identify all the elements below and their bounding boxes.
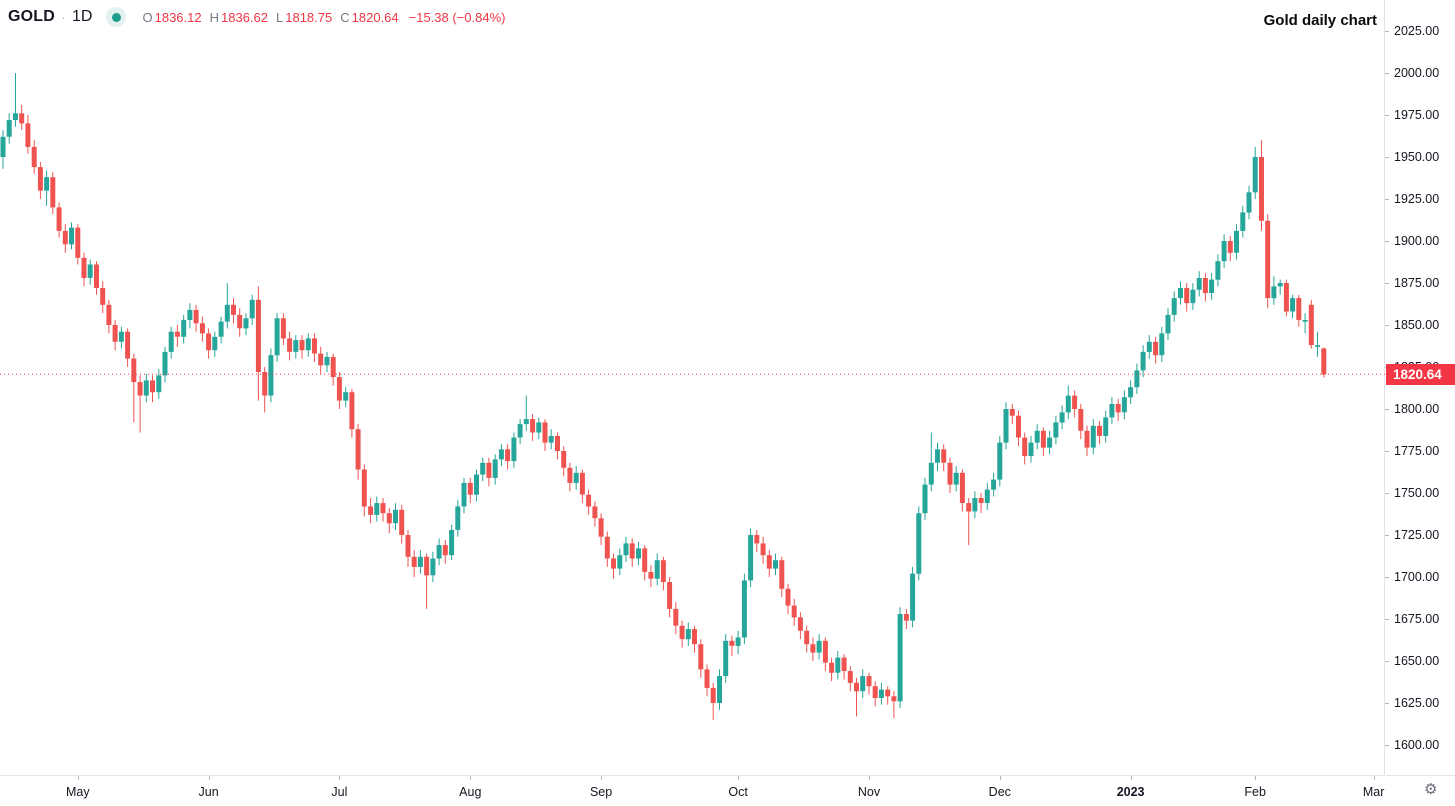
gear-icon[interactable]: ⚙ <box>1424 781 1438 798</box>
time-axis-label-dec: Dec <box>988 785 1011 799</box>
legend-separator: · <box>61 8 67 26</box>
status-dot-core <box>111 12 121 22</box>
price-axis-label: 1625.00 <box>1394 696 1440 710</box>
price-axis-tick <box>1385 451 1389 452</box>
time-axis-tick <box>1373 776 1375 780</box>
price-axis-tick <box>1385 157 1389 158</box>
time-axis-label-may: May <box>65 785 90 799</box>
time-axis-tick <box>738 776 740 780</box>
price-axis-tick <box>1385 283 1389 284</box>
time-axis-label-feb: Feb <box>1244 785 1266 799</box>
time-axis-tick <box>601 776 603 780</box>
price-axis-tick <box>1385 31 1389 32</box>
time-axis-tick <box>869 776 870 780</box>
price-axis-tick <box>1385 241 1389 242</box>
time-axis-tick <box>208 776 210 780</box>
low-value: 1818.75 <box>285 9 333 25</box>
time-axis-tick <box>77 776 79 780</box>
ohlc-readout: O 1836.12 H 1836.62 L 1818.75 C 1820.64 … <box>142 10 505 25</box>
price-axis-tick <box>1385 199 1389 200</box>
price-axis-label: 1650.00 <box>1394 654 1440 668</box>
time-axis-tick <box>999 776 1001 780</box>
price-axis-label: 1800.00 <box>1394 402 1440 416</box>
axis-corner: ⚙ <box>1386 775 1455 806</box>
low-key: L <box>276 9 284 25</box>
time-axis-label-nov: Nov <box>857 785 881 799</box>
price-axis-tick <box>1385 619 1389 620</box>
price-axis-label: 1775.00 <box>1394 444 1440 458</box>
price-axis-tick <box>1385 535 1389 536</box>
price-axis-label: 1975.00 <box>1394 108 1440 122</box>
time-axis[interactable]: May Jun Jul Aug Sep Oct Nov Dec 2023 Feb Mar <box>0 775 1385 806</box>
price-axis-tick <box>1385 73 1389 74</box>
price-axis-label: 1750.00 <box>1394 486 1440 500</box>
price-axis[interactable]: 2025.00 2000.00 1975.00 1950.00 1925.00 1900.… <box>1385 0 1455 775</box>
time-axis-label-2023: 2023 <box>1116 785 1145 799</box>
price-axis-label: 1725.00 <box>1394 528 1440 542</box>
price-axis-label: 1600.00 <box>1394 738 1440 752</box>
price-axis-label: 2000.00 <box>1394 66 1440 80</box>
price-axis-tick <box>1385 577 1389 578</box>
time-axis-tick <box>470 776 472 780</box>
price-axis-tick <box>1385 661 1389 662</box>
close-key: C <box>340 9 350 25</box>
price-axis-label: 2025.00 <box>1394 24 1440 38</box>
chart-pane: GOLD · 1D O 1836.12 H 1836.62 L 1818.75 … <box>0 0 1385 775</box>
open-key: O <box>142 9 153 25</box>
time-axis-tick <box>1130 776 1132 780</box>
interval-label[interactable]: 1D <box>72 8 93 25</box>
price-axis-label: 1850.00 <box>1394 318 1440 332</box>
chart-title-annotation: Gold daily chart <box>1263 12 1377 29</box>
candlestick-chart[interactable] <box>0 0 1385 775</box>
price-axis-label: 1700.00 <box>1394 570 1440 584</box>
last-price-tag: 1820.64 <box>1386 363 1455 385</box>
time-axis-label-jul: Jul <box>331 785 348 799</box>
open-value: 1836.12 <box>154 9 202 25</box>
time-axis-label-sep: Sep <box>589 785 613 799</box>
price-axis-label: 1875.00 <box>1394 276 1440 290</box>
time-axis-label-jun: Jun <box>198 785 219 799</box>
price-axis-label: 1925.00 <box>1394 192 1440 206</box>
symbol-legend[interactable]: GOLD · 1D O 1836.12 H 1836.62 L 1818.75 … <box>8 6 505 28</box>
price-axis-tick <box>1385 493 1389 494</box>
price-axis-tick <box>1385 115 1389 116</box>
price-axis-label: 1675.00 <box>1394 612 1440 626</box>
close-value: 1820.64 <box>351 9 399 25</box>
change-value: −15.38 (−0.84%) <box>408 9 506 25</box>
price-axis-tick <box>1385 409 1389 410</box>
high-key: H <box>209 9 219 25</box>
price-axis-label: 1950.00 <box>1394 150 1440 164</box>
price-axis-tick <box>1385 325 1389 326</box>
high-value: 1836.62 <box>221 9 268 25</box>
market-status-dot-icon[interactable] <box>106 7 127 27</box>
time-axis-tick <box>339 776 341 780</box>
time-axis-label-aug: Aug <box>459 785 482 799</box>
price-axis-tick <box>1385 745 1389 746</box>
time-axis-label-oct: Oct <box>728 785 748 799</box>
price-axis-label: 1900.00 <box>1394 234 1440 248</box>
price-axis-tick <box>1385 703 1389 704</box>
time-axis-tick <box>1255 776 1257 780</box>
symbol-title[interactable]: GOLD <box>8 8 56 25</box>
time-axis-label-mar: Mar <box>1362 785 1385 799</box>
